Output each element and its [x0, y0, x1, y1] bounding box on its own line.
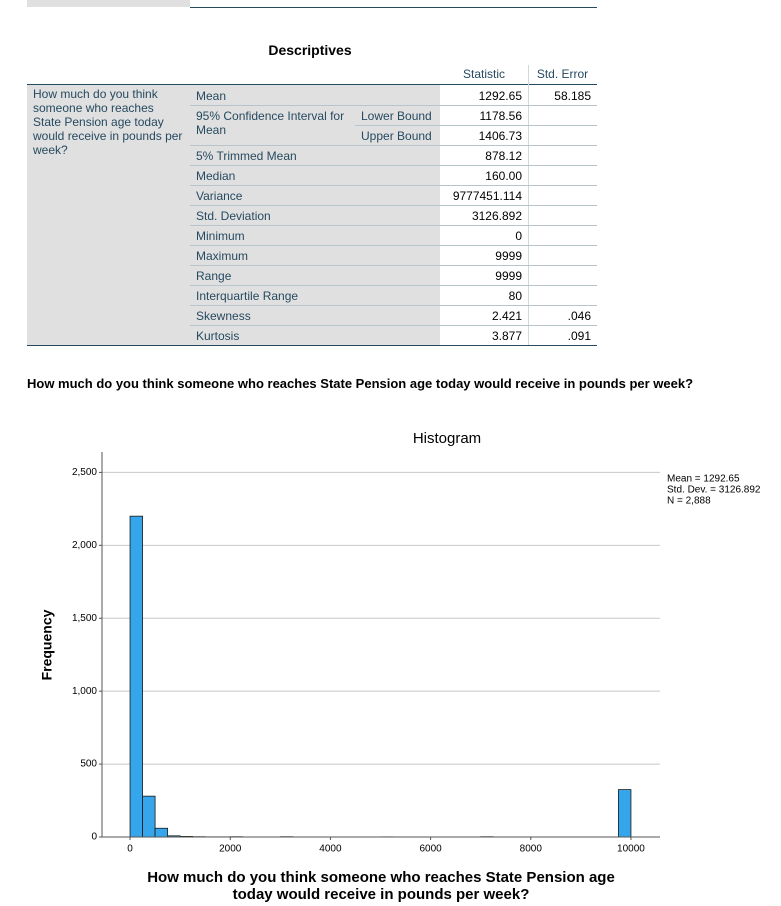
column-header: Statistic [462, 67, 505, 81]
bar [618, 789, 632, 838]
row-line [190, 265, 597, 266]
bound-label: Lower Bound [361, 109, 432, 123]
bottom-line [27, 345, 597, 346]
row-label: Skewness [196, 309, 251, 323]
prev-table-stub [27, 0, 190, 7]
y-tick-label: 0 [91, 832, 97, 843]
y-tick-label: 2,000 [72, 540, 97, 551]
row-line [190, 305, 597, 306]
statistic: 2.421 [491, 309, 522, 323]
x-tick-label: 2000 [219, 844, 242, 855]
x-axis-label: today would receive in pounds per week? [233, 886, 530, 903]
row-line [190, 105, 597, 106]
variable-label: How much do you think someone who reache… [33, 87, 183, 157]
header-line [27, 84, 597, 85]
heading: How much do you think someone who reache… [27, 376, 694, 391]
row-label: Std. Deviation [196, 209, 271, 223]
row-line [355, 125, 597, 126]
x-axis-label: How much do you think someone who reache… [147, 869, 615, 886]
std-error: .046 [567, 309, 591, 323]
y-tick-label: 2,500 [72, 467, 97, 478]
row-line [190, 145, 597, 146]
statistic: 1406.73 [478, 129, 522, 143]
bound-label: Upper Bound [361, 129, 432, 143]
row-label: Range [196, 269, 232, 283]
bar [129, 515, 143, 838]
statistic: 878.12 [485, 149, 522, 163]
prev-table-line [190, 7, 597, 8]
row-label: Interquartile Range [196, 289, 299, 303]
row-line [190, 245, 597, 246]
row-label: 5% Trimmed Mean [196, 149, 297, 163]
y-tick-label: 1,000 [72, 686, 97, 697]
x-tick-label: 0 [127, 844, 133, 855]
column-header: Std. Error [536, 67, 589, 81]
x-tick-label: 4000 [319, 844, 342, 855]
x-tick-label: 10000 [617, 844, 645, 855]
statistic: 1178.56 [479, 109, 523, 123]
x-tick-label: 6000 [419, 844, 442, 855]
x-tick-label: 8000 [520, 844, 543, 855]
row-line [190, 225, 597, 226]
stats-text: Std. Dev. = 3126.892 [667, 485, 761, 496]
row-label: Minimum [196, 229, 245, 243]
std-error: 58.185 [554, 89, 591, 103]
statistic: 3.877 [491, 329, 522, 343]
row-line [190, 205, 597, 206]
row-label: Variance [196, 189, 243, 203]
statistic: 9999 [495, 269, 522, 283]
chart-title: Histogram [413, 430, 481, 447]
row-label: Median [196, 169, 236, 183]
row-label: Maximum [196, 249, 249, 263]
row-label: Mean [196, 89, 227, 103]
y-axis-label: Frequency [39, 609, 55, 680]
row-label: Kurtosis [196, 329, 240, 343]
y-tick-label: 500 [80, 759, 97, 770]
row-line [190, 285, 597, 286]
stats-text: Mean = 1292.65 [667, 474, 740, 485]
label-bg [27, 85, 440, 345]
stats-text: N = 2,888 [667, 496, 711, 507]
statistic: 9999 [495, 249, 522, 263]
std-error: .091 [567, 329, 591, 343]
row-label: 95% Confidence Interval for Mean [196, 109, 345, 137]
statistic: 9777451.114 [452, 189, 522, 203]
statistic: 160.00 [485, 169, 522, 183]
table-title: Descriptives [268, 42, 352, 58]
bar [154, 827, 169, 838]
statistic: 1292.65 [478, 89, 522, 103]
statistic: 0 [515, 229, 522, 243]
bar [142, 795, 156, 838]
statistic: 3126.892 [471, 209, 522, 223]
row-line [190, 165, 597, 166]
y-tick-label: 1,500 [72, 613, 97, 624]
row-line [190, 185, 597, 186]
statistic: 80 [508, 289, 522, 303]
row-line [190, 325, 597, 326]
